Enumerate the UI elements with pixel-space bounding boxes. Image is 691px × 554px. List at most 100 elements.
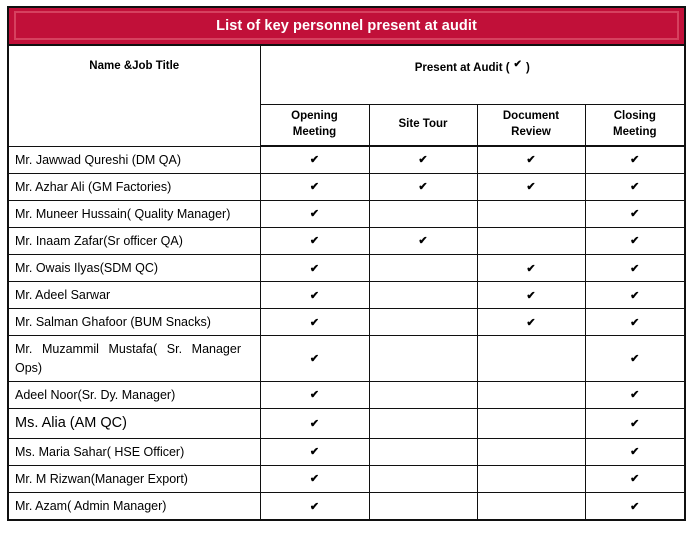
check-cell-document-review: ✔ bbox=[476, 172, 586, 201]
check-cell-closing-meeting: ✔ bbox=[584, 464, 686, 494]
check-cell-opening-meeting: ✔ bbox=[259, 172, 370, 201]
table-row: Mr. Salman Ghafoor (BUM Snacks) ✔ ✔ ✔ bbox=[7, 308, 686, 337]
person-name: Mr. Inaam Zafar(Sr officer QA) bbox=[15, 233, 183, 248]
check-cell-document-review bbox=[476, 199, 586, 228]
person-name: Mr. Owais Ilyas(SDM QC) bbox=[15, 261, 159, 275]
person-name: Mr. Adeel Sarwar bbox=[15, 288, 111, 303]
check-cell-opening-meeting: ✔ bbox=[259, 308, 370, 337]
check-cell-site-tour: ✔ bbox=[368, 145, 478, 174]
check-cell-opening-meeting: ✔ bbox=[259, 492, 370, 521]
check-cell-site-tour bbox=[368, 253, 478, 283]
column-header-closing-meeting: Closing Meeting bbox=[584, 103, 686, 147]
check-cell-opening-meeting: ✔ bbox=[259, 199, 370, 228]
check-cell-opening-meeting: ✔ bbox=[259, 464, 370, 494]
person-name: Adeel Noor(Sr. Dy. Manager) bbox=[15, 387, 176, 402]
present-header-prefix: Present at Audit ( bbox=[414, 62, 510, 75]
person-name: Ms. Alia (AM QC) bbox=[15, 414, 127, 431]
table-row: Ms. Maria Sahar( HSE Officer) ✔ ✔ bbox=[7, 437, 686, 466]
page-title: List of key personnel present at audit bbox=[216, 17, 477, 34]
check-cell-document-review bbox=[476, 226, 586, 256]
check-cell-opening-meeting: ✔ bbox=[259, 407, 370, 439]
person-name: Mr. Salman Ghafoor (BUM Snacks) bbox=[15, 315, 211, 330]
check-cell-opening-meeting: ✔ bbox=[259, 335, 370, 382]
check-cell-closing-meeting: ✔ bbox=[584, 407, 686, 439]
check-cell-document-review bbox=[476, 407, 586, 439]
person-name-cell: Ms. Maria Sahar( HSE Officer) bbox=[7, 437, 261, 466]
check-cell-closing-meeting: ✔ bbox=[584, 253, 686, 283]
check-cell-document-review bbox=[476, 380, 586, 409]
check-cell-opening-meeting: ✔ bbox=[259, 253, 370, 283]
person-name-cell: Mr. Azhar Ali (GM Factories) bbox=[7, 172, 261, 201]
check-cell-site-tour bbox=[368, 437, 478, 466]
table-row: Mr. Adeel Sarwar ✔ ✔ ✔ bbox=[7, 281, 686, 310]
person-name-cell: Mr. M Rizwan(Manager Export) bbox=[7, 464, 261, 494]
check-cell-opening-meeting: ✔ bbox=[259, 145, 370, 174]
table-row: Adeel Noor(Sr. Dy. Manager) ✔ ✔ bbox=[7, 380, 686, 409]
document-page: List of key personnel present at audit N… bbox=[7, 6, 687, 522]
check-cell-opening-meeting: ✔ bbox=[259, 281, 370, 310]
table-row: Mr. Azam( Admin Manager) ✔ ✔ bbox=[7, 492, 686, 521]
check-cell-site-tour bbox=[368, 199, 478, 228]
check-cell-document-review bbox=[476, 437, 586, 466]
check-cell-opening-meeting: ✔ bbox=[259, 226, 370, 256]
check-cell-closing-meeting: ✔ bbox=[584, 437, 686, 466]
person-name-cell: Mr. Jawwad Qureshi (DM QA) bbox=[7, 145, 261, 174]
table-row: Mr. Inaam Zafar(Sr officer QA) ✔ ✔ ✔ bbox=[7, 226, 686, 256]
check-cell-site-tour bbox=[368, 464, 478, 494]
check-cell-closing-meeting: ✔ bbox=[584, 380, 686, 409]
column-header-name-job-title: Name &Job Title bbox=[7, 44, 261, 147]
person-name: Mr. Azhar Ali (GM Factories) bbox=[15, 179, 172, 194]
person-name-cell: Adeel Noor(Sr. Dy. Manager) bbox=[7, 380, 261, 409]
check-cell-opening-meeting: ✔ bbox=[259, 380, 370, 409]
personnel-table: List of key personnel present at audit N… bbox=[7, 6, 687, 522]
person-name-cell: Mr. Azam( Admin Manager) bbox=[7, 492, 261, 521]
table-row: Mr. Azhar Ali (GM Factories) ✔ ✔ ✔ ✔ bbox=[7, 172, 686, 201]
check-cell-site-tour bbox=[368, 335, 478, 382]
check-cell-document-review bbox=[476, 492, 586, 521]
title-bevel-frame: List of key personnel present at audit bbox=[14, 11, 680, 40]
check-cell-site-tour: ✔ bbox=[368, 172, 478, 201]
person-name: Mr. Muzammil Mustafa( Sr. Manager Ops) bbox=[15, 342, 241, 375]
check-cell-closing-meeting: ✔ bbox=[584, 172, 686, 201]
check-cell-closing-meeting: ✔ bbox=[584, 281, 686, 310]
check-cell-document-review bbox=[476, 464, 586, 494]
header-row-sub: Opening Meeting Site Tour Document Revie… bbox=[8, 103, 686, 147]
title-row: List of key personnel present at audit bbox=[7, 6, 686, 46]
check-cell-site-tour bbox=[368, 492, 478, 521]
check-cell-document-review: ✔ bbox=[476, 281, 586, 310]
table-row: Ms. Alia (AM QC) ✔ ✔ bbox=[7, 407, 686, 439]
check-cell-closing-meeting: ✔ bbox=[584, 226, 686, 256]
person-name-cell: Mr. Adeel Sarwar bbox=[7, 281, 261, 310]
check-cell-closing-meeting: ✔ bbox=[584, 308, 686, 337]
check-cell-site-tour: ✔ bbox=[368, 226, 478, 256]
table-row: Mr. M Rizwan(Manager Export) ✔ ✔ bbox=[7, 464, 686, 494]
column-header-opening-meeting: Opening Meeting bbox=[259, 103, 370, 147]
check-cell-site-tour bbox=[368, 407, 478, 439]
column-header-document-review: Document Review bbox=[476, 103, 586, 147]
check-cell-document-review: ✔ bbox=[476, 145, 586, 174]
check-cell-document-review bbox=[476, 335, 586, 382]
person-name: Mr. Azam( Admin Manager) bbox=[15, 499, 167, 514]
check-cell-site-tour bbox=[368, 380, 478, 409]
person-name-cell: Mr. Muneer Hussain( Quality Manager) bbox=[7, 199, 261, 228]
table-row: Mr. Muneer Hussain( Quality Manager) ✔ ✔ bbox=[7, 199, 686, 228]
person-name-cell: Ms. Alia (AM QC) bbox=[7, 407, 261, 439]
check-cell-document-review: ✔ bbox=[476, 253, 586, 283]
table-row: Mr. Jawwad Qureshi (DM QA) ✔ ✔ ✔ ✔ bbox=[7, 145, 686, 174]
person-name: Mr. Muneer Hussain( Quality Manager) bbox=[15, 206, 231, 221]
column-header-site-tour: Site Tour bbox=[368, 103, 478, 147]
person-name: Mr. M Rizwan(Manager Export) bbox=[15, 471, 188, 486]
column-header-present-at-audit: Present at Audit (✔) bbox=[259, 44, 686, 105]
check-cell-site-tour bbox=[368, 308, 478, 337]
check-mark-icon: ✔ bbox=[513, 59, 522, 71]
check-cell-closing-meeting: ✔ bbox=[584, 492, 686, 521]
person-name: Ms. Maria Sahar( HSE Officer) bbox=[15, 444, 185, 459]
check-cell-opening-meeting: ✔ bbox=[259, 437, 370, 466]
check-cell-site-tour bbox=[368, 281, 478, 310]
person-name-cell: Mr. Salman Ghafoor (BUM Snacks) bbox=[7, 308, 261, 337]
person-name-cell: Mr. Muzammil Mustafa( Sr. Manager Ops) bbox=[7, 335, 261, 382]
header-row-main: Name &Job Title Present at Audit (✔) bbox=[7, 44, 686, 147]
check-cell-closing-meeting: ✔ bbox=[584, 199, 686, 228]
person-name-cell: Mr. Inaam Zafar(Sr officer QA) bbox=[7, 226, 261, 256]
person-name-cell: Mr. Owais Ilyas(SDM QC) bbox=[7, 253, 261, 283]
